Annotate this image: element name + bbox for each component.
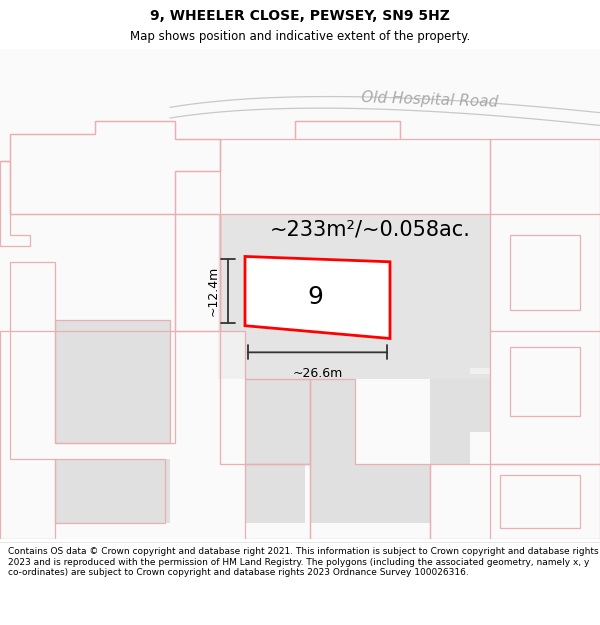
Bar — [430, 374, 490, 432]
Bar — [310, 464, 430, 522]
Bar — [510, 347, 580, 416]
Bar — [500, 475, 580, 528]
Polygon shape — [220, 214, 355, 464]
Bar — [55, 459, 170, 522]
Bar — [510, 235, 580, 310]
Text: ~12.4m: ~12.4m — [207, 266, 220, 316]
Polygon shape — [218, 214, 490, 379]
Bar — [430, 304, 490, 368]
Text: Contains OS data © Crown copyright and database right 2021. This information is : Contains OS data © Crown copyright and d… — [8, 548, 598, 577]
Bar — [245, 379, 310, 464]
Bar — [55, 459, 165, 522]
Text: Map shows position and indicative extent of the property.: Map shows position and indicative extent… — [130, 30, 470, 43]
Text: 9: 9 — [307, 285, 323, 309]
Text: ~233m²/~0.058ac.: ~233m²/~0.058ac. — [269, 220, 470, 240]
Bar — [245, 464, 305, 522]
Bar — [55, 321, 170, 443]
Polygon shape — [355, 214, 490, 464]
Text: 9, WHEELER CLOSE, PEWSEY, SN9 5HZ: 9, WHEELER CLOSE, PEWSEY, SN9 5HZ — [150, 9, 450, 22]
Text: Old Hospital Road: Old Hospital Road — [361, 90, 499, 110]
Bar — [55, 321, 170, 443]
Text: ~26.6m: ~26.6m — [292, 368, 343, 380]
Polygon shape — [245, 256, 390, 339]
